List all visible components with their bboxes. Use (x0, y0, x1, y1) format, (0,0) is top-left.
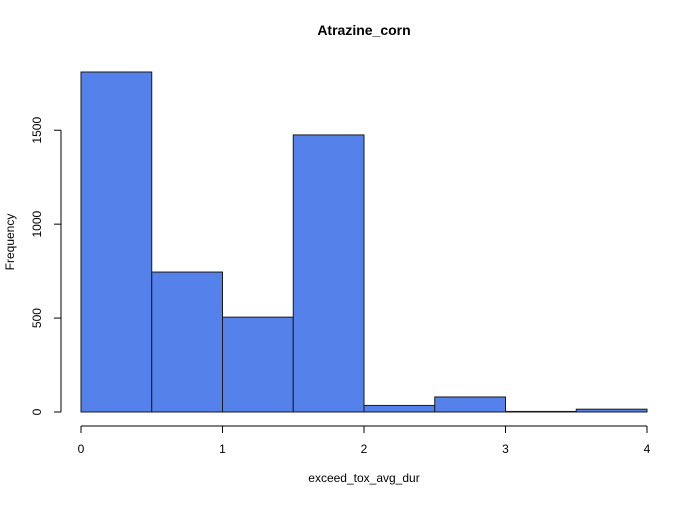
histogram-bar-4 (363, 404, 436, 413)
y-tick-label: 1500 (30, 117, 44, 144)
histogram-bar-6 (505, 410, 577, 413)
x-tick-label: 2 (361, 442, 368, 456)
y-tick-label: 500 (30, 308, 44, 328)
x-tick-label: 0 (78, 442, 85, 456)
histogram-bar-7 (575, 408, 648, 413)
x-tick-label: 3 (502, 442, 509, 456)
x-axis-label: exceed_tox_avg_dur (308, 471, 419, 485)
bars-group (80, 71, 648, 413)
histogram-bar-1 (151, 271, 223, 413)
histogram-bar-2 (222, 316, 294, 413)
histogram-bar-0 (80, 71, 153, 413)
y-axis: 0 500 1000 1500 (30, 117, 62, 415)
y-tick-label: 0 (30, 408, 44, 415)
y-tick-label: 1000 (30, 210, 44, 237)
chart-title: Atrazine_corn (317, 22, 410, 38)
histogram-bar-5 (434, 396, 506, 413)
x-axis: 0 1 2 3 4 (78, 425, 651, 456)
histogram-bar-3 (292, 134, 365, 413)
y-axis-label: Frequency (3, 214, 17, 271)
x-tick-label: 4 (644, 442, 651, 456)
x-tick-label: 1 (219, 442, 226, 456)
